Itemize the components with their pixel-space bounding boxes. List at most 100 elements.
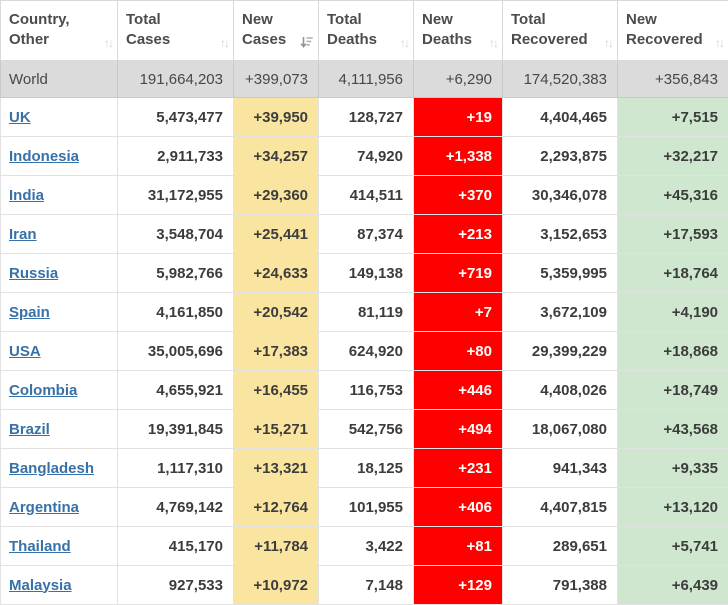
- new-deaths-cell: +129: [413, 565, 503, 605]
- total-deaths-cell: 74,920: [318, 136, 414, 176]
- new-cases-cell: +20,542: [233, 292, 319, 332]
- country-link[interactable]: Russia: [9, 264, 59, 282]
- column-header-label: Total Deaths: [327, 11, 378, 48]
- new-cases-cell: +12,764: [233, 487, 319, 527]
- table-row: Indonesia 2,911,733 +34,257 74,920 +1,33…: [0, 136, 728, 176]
- total-cases-cell: 4,655,921: [117, 370, 234, 410]
- new-cases-cell: +34,257: [233, 136, 319, 176]
- total-deaths-cell: 128,727: [318, 97, 414, 137]
- total-deaths-cell: 414,511: [318, 175, 414, 215]
- new-recovered-cell: +9,335: [617, 448, 728, 488]
- new-cases-cell: +17,383: [233, 331, 319, 371]
- sort-both-icon[interactable]: ↑↓: [715, 36, 725, 50]
- country-link[interactable]: Spain: [9, 303, 50, 321]
- table-row: UK 5,473,477 +39,950 128,727 +19 4,404,4…: [0, 97, 728, 137]
- country-link[interactable]: Colombia: [9, 381, 78, 399]
- column-header-label: New Cases: [242, 11, 287, 48]
- table-row: Spain 4,161,850 +20,542 81,119 +7 3,672,…: [0, 292, 728, 332]
- total-cases-cell: 19,391,845: [117, 409, 234, 449]
- total-recovered-cell: 791,388: [502, 565, 618, 605]
- country-link[interactable]: Iran: [9, 225, 37, 243]
- new-recovered-cell: +18,764: [617, 253, 728, 293]
- new-cases-cell: +399,073: [233, 60, 319, 98]
- new-recovered-cell: +4,190: [617, 292, 728, 332]
- new-cases-cell: +11,784: [233, 526, 319, 566]
- total-cases-cell: 415,170: [117, 526, 234, 566]
- column-header-new-deaths[interactable]: New Deaths ↑↓: [413, 0, 503, 61]
- column-header-label: New Recovered: [626, 11, 703, 48]
- total-recovered-cell: 3,152,653: [502, 214, 618, 254]
- total-cases-cell: 2,911,733: [117, 136, 234, 176]
- new-deaths-cell: +406: [413, 487, 503, 527]
- new-recovered-cell: +18,868: [617, 331, 728, 371]
- column-header-new-cases[interactable]: New Cases: [233, 0, 319, 61]
- country-link[interactable]: Argentina: [9, 498, 80, 516]
- new-cases-cell: +13,321: [233, 448, 319, 488]
- new-deaths-cell: +7: [413, 292, 503, 332]
- total-recovered-cell: 30,346,078: [502, 175, 618, 215]
- table-header: Country, Other ↑↓ Total Cases ↑↓ New Cas…: [0, 0, 728, 61]
- table-row: India 31,172,955 +29,360 414,511 +370 30…: [0, 175, 728, 215]
- total-recovered-cell: 4,404,465: [502, 97, 618, 137]
- total-recovered-cell: 941,343: [502, 448, 618, 488]
- table-row: Russia 5,982,766 +24,633 149,138 +719 5,…: [0, 253, 728, 293]
- new-recovered-cell: +6,439: [617, 565, 728, 605]
- column-header-total-deaths[interactable]: Total Deaths ↑↓: [318, 0, 414, 61]
- total-recovered-cell: 18,067,080: [502, 409, 618, 449]
- country-link[interactable]: USA: [9, 342, 41, 360]
- total-cases-cell: 5,982,766: [117, 253, 234, 293]
- total-deaths-cell: 4,111,956: [318, 60, 414, 98]
- column-header-country[interactable]: Country, Other ↑↓: [0, 0, 118, 61]
- country-link[interactable]: Malaysia: [9, 576, 72, 594]
- new-deaths-cell: +719: [413, 253, 503, 293]
- table-row: USA 35,005,696 +17,383 624,920 +80 29,39…: [0, 331, 728, 371]
- new-deaths-cell: +231: [413, 448, 503, 488]
- total-recovered-cell: 2,293,875: [502, 136, 618, 176]
- total-deaths-cell: 101,955: [318, 487, 414, 527]
- sort-both-icon[interactable]: ↑↓: [104, 36, 114, 50]
- new-recovered-cell: +17,593: [617, 214, 728, 254]
- total-recovered-cell: 289,651: [502, 526, 618, 566]
- sort-both-icon[interactable]: ↑↓: [400, 36, 410, 50]
- total-cases-cell: 5,473,477: [117, 97, 234, 137]
- table-row: Thailand 415,170 +11,784 3,422 +81 289,6…: [0, 526, 728, 566]
- country-link[interactable]: Bangladesh: [9, 459, 95, 477]
- total-deaths-cell: 624,920: [318, 331, 414, 371]
- column-header-label: New Deaths: [422, 11, 473, 48]
- new-recovered-cell: +7,515: [617, 97, 728, 137]
- sort-both-icon[interactable]: ↑↓: [489, 36, 499, 50]
- new-cases-cell: +24,633: [233, 253, 319, 293]
- country-link[interactable]: Brazil: [9, 420, 50, 438]
- column-header-label: Country, Other: [9, 11, 70, 48]
- country-link[interactable]: Indonesia: [9, 147, 80, 165]
- world-summary-row: World 191,664,203 +399,073 4,111,956 +6,…: [0, 60, 728, 98]
- new-recovered-cell: +5,741: [617, 526, 728, 566]
- total-recovered-cell: 29,399,229: [502, 331, 618, 371]
- sort-descending-icon[interactable]: [300, 36, 313, 49]
- total-cases-cell: 927,533: [117, 565, 234, 605]
- new-deaths-cell: +446: [413, 370, 503, 410]
- column-header-label: Total Cases: [126, 11, 171, 48]
- total-cases-cell: 3,548,704: [117, 214, 234, 254]
- total-cases-cell: 191,664,203: [117, 60, 234, 98]
- total-recovered-cell: 3,672,109: [502, 292, 618, 332]
- column-header-new-recovered[interactable]: New Recovered ↑↓: [617, 0, 728, 61]
- total-cases-cell: 35,005,696: [117, 331, 234, 371]
- new-recovered-cell: +45,316: [617, 175, 728, 215]
- total-recovered-cell: 4,408,026: [502, 370, 618, 410]
- country-link[interactable]: India: [9, 186, 45, 204]
- total-cases-cell: 1,117,310: [117, 448, 234, 488]
- column-header-total-recovered[interactable]: Total Recovered ↑↓: [502, 0, 618, 61]
- country-link[interactable]: Thailand: [9, 537, 71, 555]
- new-recovered-cell: +32,217: [617, 136, 728, 176]
- sort-both-icon[interactable]: ↑↓: [604, 36, 614, 50]
- new-recovered-cell: +13,120: [617, 487, 728, 527]
- total-deaths-cell: 18,125: [318, 448, 414, 488]
- total-deaths-cell: 116,753: [318, 370, 414, 410]
- sort-both-icon[interactable]: ↑↓: [220, 36, 230, 50]
- world-label: World: [0, 60, 118, 98]
- column-header-total-cases[interactable]: Total Cases ↑↓: [117, 0, 234, 61]
- country-link[interactable]: UK: [9, 108, 31, 126]
- new-deaths-cell: +213: [413, 214, 503, 254]
